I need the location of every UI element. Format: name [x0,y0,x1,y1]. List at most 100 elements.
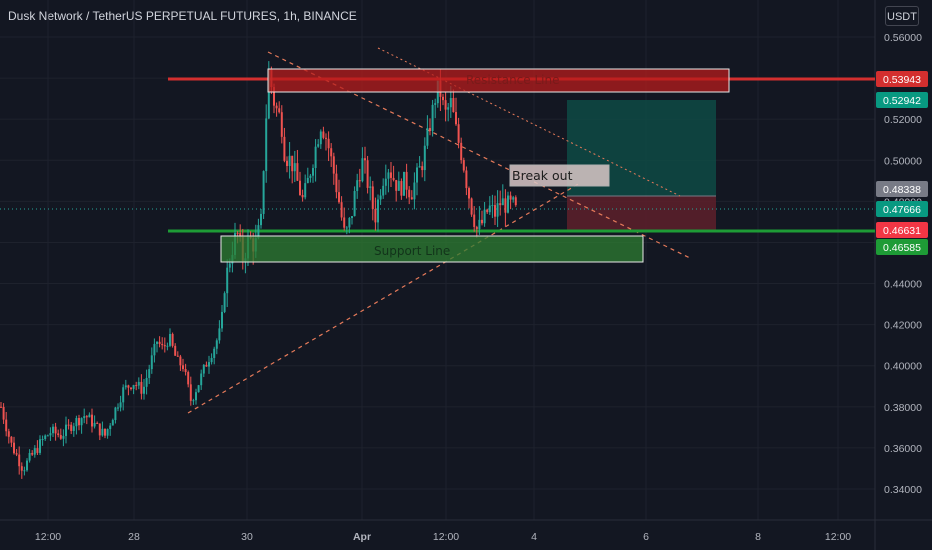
time-tick-label: 12:00 [35,531,61,543]
candle-body [117,407,119,409]
candle-body [132,385,135,389]
candle-body [457,124,460,143]
candle-body [124,385,127,388]
candle-body [148,369,151,378]
support-zone[interactable] [220,235,644,263]
resistance-zone[interactable] [267,68,730,93]
candle-body [507,195,509,213]
candle-body [501,198,504,206]
candle-body [299,180,301,195]
candle-body [426,128,429,146]
candle-body [28,452,31,461]
time-tick-label: 4 [531,531,537,543]
candle-body [317,144,320,147]
candle-body [195,392,197,401]
price-tag-bg [876,71,928,87]
candle-body [218,328,221,341]
ascending-trendline[interactable] [187,182,581,414]
candle-body [239,233,242,237]
candle-body [327,138,330,149]
descending-trendline[interactable] [267,51,691,259]
candle-body [119,402,122,408]
candle-body [273,87,275,106]
candle-body [301,194,304,198]
candle-body [62,435,65,439]
price-tick-label: 0.34000 [884,484,922,496]
candle-body [122,387,125,403]
candle-body [374,209,377,223]
candle-body [434,103,437,105]
stop-loss-zone[interactable] [567,196,716,230]
candle-body [0,406,2,408]
candle-body [431,104,434,131]
price-tag-bg [876,239,928,255]
candle-body [221,311,223,329]
candle-body [192,400,195,402]
candle-body [514,197,517,206]
candle-body [36,448,39,453]
candle-body [20,466,23,471]
price-labels: 0.53943 0.52942 0.48338 0.47666 0.46631 0.465… [876,71,928,255]
candle-body [262,171,265,214]
candle-body [15,453,18,455]
candle-body [23,470,26,472]
candle-body [390,172,392,178]
candle-body [488,205,491,213]
candle-body [330,148,333,157]
candle-body [85,416,88,418]
candle-body [184,369,187,373]
candle-body [80,418,83,426]
candle-body [111,420,114,426]
candle-body [447,107,450,110]
candle-body [465,170,468,189]
candle-body [361,158,364,182]
time-tick-label: 12:00 [433,531,459,543]
candle-body [228,263,231,268]
candle-body [78,418,80,426]
time-axis: 12:00 28 30 Apr 12:00 4 6 8 12:00 [35,531,851,543]
candle-body [257,225,260,239]
breakout-label: Break out [512,168,573,183]
candle-body [104,428,106,436]
candle-body [158,341,161,344]
candle-body [215,340,218,349]
candle-body [491,205,494,207]
candle-body [382,185,385,196]
candle-body [98,423,101,436]
candle-body [189,384,192,401]
candle-body [306,177,309,184]
candle-body [384,178,387,186]
time-tick-label: 28 [128,531,140,543]
candle-body [109,425,112,430]
time-tick-label: 12:00 [825,531,851,543]
price-tag: 0.48338 [876,181,928,197]
candle-body [265,118,268,172]
chart-title: Dusk Network / TetherUS PERPETUAL FUTURE… [8,9,357,23]
candle-body [83,416,86,419]
breakout-box[interactable] [509,164,610,187]
candle-body [205,364,208,367]
candle-body [509,195,512,200]
time-tick-label: Apr [353,531,371,543]
candle-body [408,189,411,198]
candle-body [356,180,359,191]
candle-body [348,217,351,228]
candle-body [332,156,335,174]
candle-body [403,171,405,196]
candle-body [286,160,288,166]
candle-body [395,180,398,191]
currency-selector[interactable]: USDT [885,6,919,26]
candle-body [322,131,325,138]
candle-body [10,436,13,443]
candle-body [449,98,452,108]
candle-body [296,163,299,181]
candle-body [200,373,203,386]
candle-body [496,203,499,217]
candle-body [304,183,307,198]
price-tag: 0.52942 [876,92,928,108]
candle-body [179,356,182,366]
candle-body [260,213,262,226]
candle-body [39,439,41,453]
candle-body [5,419,8,432]
